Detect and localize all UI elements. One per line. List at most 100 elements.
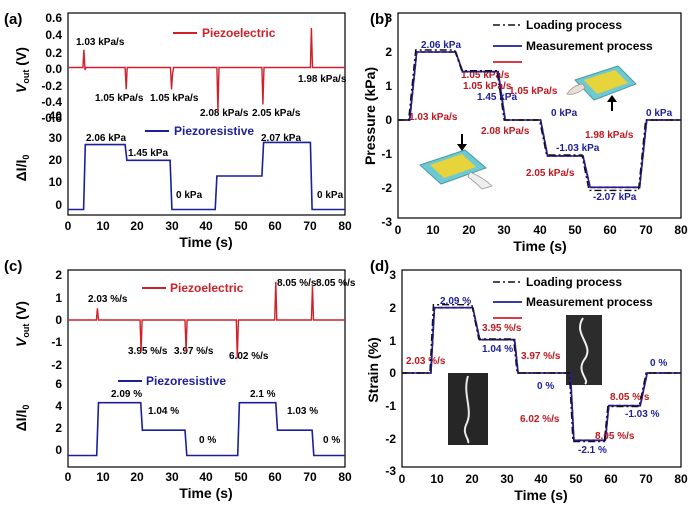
- d-photo-straight-strip: [463, 375, 470, 444]
- a-xtick: 70: [303, 219, 317, 233]
- c-bottom-y-ticks: 0 2 4 6: [55, 377, 62, 457]
- c-level-annotation: 2.1 %: [250, 389, 276, 400]
- b-ytick: 3: [385, 11, 392, 25]
- a-xtick: 30: [165, 219, 179, 233]
- b-legend-measurement: Measurement process: [526, 39, 653, 53]
- b-rate-annotation: 1.05 kPa/s: [509, 86, 558, 97]
- d-ytick: 1: [389, 334, 396, 348]
- a-xtick: 50: [234, 219, 248, 233]
- b-level-annotation: 2.06 kPa: [421, 40, 461, 51]
- plot-frame-c: [67, 269, 346, 468]
- c-level-annotation: 1.04 %: [148, 406, 179, 417]
- c-xtick: 10: [96, 470, 110, 484]
- d-xtick: 30: [500, 472, 514, 486]
- c-x-axis-label: Time (s): [179, 485, 232, 501]
- a-bottom-ytick: 10: [49, 175, 63, 189]
- a-level-annotation: 0 kPa: [317, 190, 344, 201]
- b-rate-annotation: 1.98 kPa/s: [585, 130, 634, 141]
- c-rate-annotation: 8.05 %/s: [277, 278, 317, 289]
- d-rate-annotation: 3.97 %/s: [521, 351, 561, 362]
- c-bottom-y-axis-label: ΔI/I0: [13, 405, 31, 432]
- d-level-annotation: -2.1 %: [578, 445, 607, 456]
- c-rate-annotation: 2.03 %/s: [88, 294, 128, 305]
- a-rate-annotation: 2.05 kPa/s: [252, 108, 301, 119]
- b-xtick: 10: [426, 223, 440, 237]
- b-y-axis-label: Pressure (kPa): [362, 67, 378, 165]
- a-legend-piezoresistive: Piezoresistive: [174, 124, 254, 138]
- b-sensor-sketch-right: [566, 65, 637, 101]
- a-bottom-ytick: 0: [55, 198, 62, 212]
- a-xtick: 60: [268, 219, 282, 233]
- b-rate-annotation: 1.05 kPa/s: [461, 70, 510, 81]
- c-x-ticks: 0 10 20 30 40 50 60 70 80: [65, 470, 352, 484]
- c-top-y-ticks: 2 1 0 -1 -2: [51, 268, 62, 372]
- c-level-annotation: 2.09 %: [111, 389, 142, 400]
- c-rate-annotation: 3.97 %/s: [174, 346, 214, 357]
- b-rate-annotation: 1.03 kPa/s: [409, 112, 458, 123]
- d-ytick: -3: [385, 464, 396, 478]
- d-ytick: -1: [385, 399, 396, 413]
- d-xtick: 80: [674, 472, 688, 486]
- b-rate-annotation: 2.05 kPa/s: [526, 168, 575, 179]
- b-ytick: -3: [381, 215, 392, 229]
- b-level-annotation: -1.03 kPa: [556, 143, 600, 154]
- a-level-annotation: 2.06 kPa: [86, 133, 126, 144]
- a-legend-piezoelectric: Piezoelectric: [202, 26, 276, 40]
- a-level-annotation: 1.45 kPa: [128, 148, 168, 159]
- b-series-group: [398, 49, 681, 192]
- a-rate-annotation: 2.08 kPa/s: [200, 108, 249, 119]
- d-rate-annotation: 6.02 %/s: [520, 414, 560, 425]
- panel-label-b: (b): [370, 11, 389, 28]
- a-top-ytick: 0.0: [45, 62, 62, 76]
- a-rate-annotation: 1.05 kPa/s: [150, 93, 199, 104]
- panel-c: (c) 2 1 0 -1 -2 0 2 4 6 0 10 20 30 40 50…: [4, 258, 356, 501]
- b-rate-annotation: 2.08 kPa/s: [481, 126, 530, 137]
- b-xtick: 60: [603, 223, 617, 237]
- c-bottom-ytick: 4: [55, 399, 62, 413]
- a-top-y-ticks: 0.6 0.4 0.2 0.0 -0.2 -0.4 -0.6: [41, 11, 62, 125]
- a-xtick: 80: [338, 219, 352, 233]
- b-ytick: -1: [381, 147, 392, 161]
- c-piezoresistive-line: [68, 401, 345, 457]
- b-level-annotation: 0 kPa: [646, 108, 673, 119]
- c-xtick: 30: [165, 470, 179, 484]
- a-piezoelectric-line: [68, 27, 345, 112]
- b-level-annotation: 0 kPa: [551, 108, 578, 119]
- c-rate-annotation: 3.95 %/s: [128, 346, 168, 357]
- c-series-group: [68, 281, 345, 457]
- d-photo-bent-bg: [566, 315, 602, 385]
- b-loading-line: [398, 49, 681, 192]
- b-sensor-sketch-left: [419, 149, 493, 190]
- a-bottom-ytick: 40: [49, 109, 63, 123]
- d-level-annotation: -1.03 %: [625, 409, 660, 420]
- c-xtick: 20: [130, 470, 144, 484]
- c-bottom-ytick: 2: [55, 421, 62, 435]
- plot-frame-d: [401, 269, 682, 468]
- a-level-annotation: 2.07 kPa: [261, 133, 301, 144]
- c-top-ytick: 0: [55, 313, 62, 327]
- c-rate-annotation: 6.02 %/s: [229, 351, 269, 362]
- d-legend-loading: Loading process: [526, 275, 622, 289]
- d-xtick: 40: [534, 472, 548, 486]
- c-xtick: 60: [268, 470, 282, 484]
- a-rate-annotation: 1.03 kPa/s: [76, 37, 125, 48]
- c-legend-piezoresistive: Piezoresistive: [146, 374, 226, 388]
- d-level-annotation: 2.09 %: [440, 296, 471, 307]
- b-arrow-down-head: [457, 144, 467, 151]
- d-xtick: 20: [465, 472, 479, 486]
- plot-frame-a: [67, 12, 346, 216]
- d-rate-annotation: 2.03 %/s: [406, 356, 446, 367]
- c-piezoelectric-line: [68, 281, 345, 359]
- c-bottom-ytick: 6: [55, 377, 62, 391]
- d-xtick: 60: [604, 472, 618, 486]
- a-bottom-ytick: 20: [49, 153, 63, 167]
- b-ytick: 0: [385, 113, 392, 127]
- d-x-axis-label: Time (s): [514, 487, 567, 503]
- c-top-ytick: 2: [55, 268, 62, 282]
- a-top-ytick: 0.2: [45, 46, 62, 60]
- c-top-ytick: 1: [55, 291, 62, 305]
- b-legend-loading: Loading process: [526, 18, 622, 32]
- b-ytick: 1: [385, 79, 392, 93]
- d-ytick: -2: [385, 432, 396, 446]
